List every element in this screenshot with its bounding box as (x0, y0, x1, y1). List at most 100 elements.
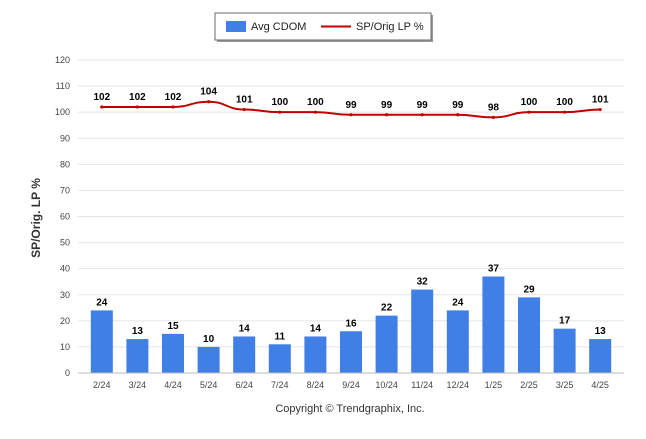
bar[interactable] (553, 328, 576, 373)
line-value-label: 99 (417, 100, 429, 111)
x-tick-label: 10/24 (375, 380, 398, 390)
line-point[interactable] (313, 110, 317, 114)
line-point[interactable] (420, 113, 424, 117)
bar[interactable] (268, 344, 291, 373)
x-tick-label: 2/25 (520, 380, 538, 390)
bar-value-label: 17 (559, 316, 571, 327)
bar-value-label: 11 (275, 331, 286, 342)
bar-value-label: 16 (345, 318, 357, 329)
y-tick-label: 70 (60, 185, 70, 195)
bar[interactable] (162, 333, 184, 373)
y-tick-label: 10 (60, 342, 70, 352)
bar[interactable] (233, 336, 256, 373)
x-tick-label: 3/25 (556, 380, 574, 390)
x-tick-label: 6/24 (235, 380, 253, 390)
bar-series (90, 276, 612, 373)
bar-value-label: 29 (523, 284, 535, 295)
x-tick-label: 7/24 (271, 380, 289, 390)
line-value-label: 102 (129, 92, 146, 103)
x-tick-label: 8/24 (307, 380, 325, 390)
x-tick-label: 1/25 (485, 380, 503, 390)
line-point[interactable] (207, 100, 211, 104)
legend-swatch-bar (226, 21, 246, 32)
x-tick-label: 2/24 (93, 380, 111, 390)
bar[interactable] (197, 346, 220, 373)
bar[interactable] (446, 310, 469, 373)
bar[interactable] (411, 289, 434, 373)
bar-value-label: 22 (381, 303, 393, 314)
bar[interactable] (126, 339, 149, 373)
bar-value-label: 37 (488, 263, 500, 274)
y-tick-label: 120 (55, 55, 70, 65)
y-tick-label: 80 (60, 159, 70, 169)
y-tick-label: 100 (55, 107, 70, 117)
bar-value-label: 24 (96, 297, 108, 308)
line-value-label: 99 (452, 100, 464, 111)
y-tick-label: 50 (60, 238, 70, 248)
y-tick-label: 110 (56, 81, 70, 91)
line-point[interactable] (527, 110, 531, 114)
y-tick-label: 90 (60, 133, 70, 143)
line-point[interactable] (242, 107, 246, 112)
line-point[interactable] (349, 113, 353, 117)
bar[interactable] (482, 276, 505, 373)
bar[interactable] (90, 310, 113, 373)
line-point[interactable] (563, 110, 567, 114)
y-tick-label: 40 (60, 264, 70, 274)
bar-value-label: 24 (452, 297, 464, 308)
line-value-label: 99 (381, 100, 393, 111)
gridlines (78, 59, 624, 374)
bar[interactable] (340, 331, 362, 373)
bar-value-label: 13 (595, 326, 607, 337)
x-tick-label: 5/24 (200, 380, 218, 390)
legend-label-sp-orig-lp[interactable]: SP/Orig LP % (356, 21, 424, 33)
bar-value-label: 14 (239, 323, 251, 334)
data-labels: 24 13 15 10 14 11 14 16 22 32 24 37 29 17 13 102 102 102 1… (93, 87, 609, 345)
line-point[interactable] (491, 115, 495, 119)
bar[interactable] (304, 336, 327, 373)
x-tick-label: 3/24 (129, 380, 147, 390)
x-tick-label: 4/24 (164, 380, 182, 390)
line-value-label: 101 (592, 95, 609, 106)
x-tick-label: 4/25 (591, 380, 609, 390)
x-tick-label: 11/24 (411, 380, 433, 390)
line-point[interactable] (135, 105, 139, 109)
x-tick-label: 12/24 (447, 380, 470, 390)
bar-value-label: 14 (310, 323, 322, 334)
line-value-label: 104 (200, 87, 217, 98)
x-tick-label: 9/24 (342, 380, 360, 390)
line-value-label: 100 (271, 97, 288, 108)
bar-value-label: 32 (417, 277, 429, 288)
line-value-label: 98 (488, 102, 500, 113)
bar[interactable] (518, 297, 540, 373)
legend[interactable]: Avg CDOM SP/Orig LP % (214, 12, 433, 42)
line-value-label: 100 (556, 97, 573, 108)
line-value-label: 100 (307, 97, 324, 108)
line-value-label: 102 (165, 92, 182, 103)
line-point[interactable] (385, 113, 389, 117)
y-tick-label: 30 (60, 290, 70, 300)
line-value-label: 100 (521, 97, 538, 108)
y-axis-label: SP/Orig. LP % (29, 178, 43, 258)
line-point[interactable] (278, 110, 282, 114)
copyright-footer: Copyright © Trendgraphix, Inc. (275, 403, 424, 415)
bar[interactable] (589, 339, 612, 373)
bar-value-label: 10 (203, 334, 215, 345)
line-value-label: 99 (345, 100, 357, 111)
y-tick-label: 20 (60, 316, 70, 326)
line-point[interactable] (100, 105, 104, 109)
line-value-label: 102 (93, 92, 110, 103)
bar-value-label: 13 (132, 326, 144, 337)
line-point[interactable] (171, 105, 175, 109)
line-point[interactable] (598, 107, 602, 112)
y-tick-label: 0 (65, 368, 70, 378)
line-series (100, 100, 602, 119)
legend-label-avg-cdom[interactable]: Avg CDOM (251, 21, 306, 33)
bar-value-label: 15 (167, 321, 179, 332)
line-value-label: 101 (236, 95, 253, 106)
y-tick-label: 60 (60, 212, 70, 222)
line-point[interactable] (456, 113, 460, 117)
bar[interactable] (375, 315, 398, 373)
